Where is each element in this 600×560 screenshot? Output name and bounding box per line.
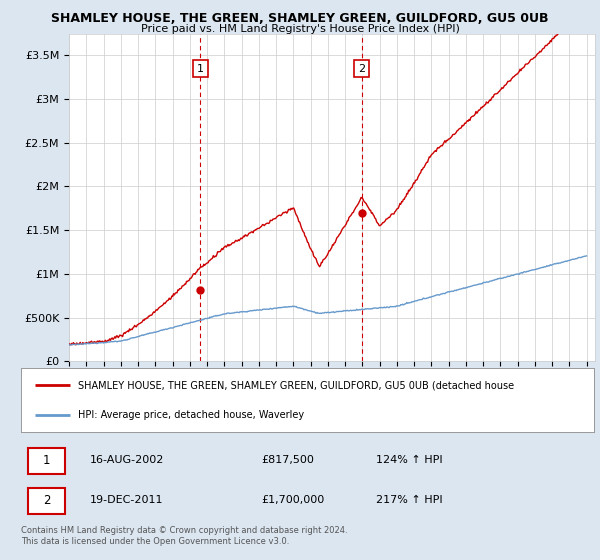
Text: 16-AUG-2002: 16-AUG-2002 [90,455,164,465]
Text: Price paid vs. HM Land Registry's House Price Index (HPI): Price paid vs. HM Land Registry's House … [140,24,460,34]
Text: 2: 2 [43,494,50,507]
FancyBboxPatch shape [28,448,65,474]
Text: 124% ↑ HPI: 124% ↑ HPI [376,455,443,465]
Text: HPI: Average price, detached house, Waverley: HPI: Average price, detached house, Wave… [79,410,304,420]
Text: 2: 2 [358,63,365,73]
Text: 217% ↑ HPI: 217% ↑ HPI [376,495,443,505]
Text: 19-DEC-2011: 19-DEC-2011 [90,495,163,505]
Text: Contains HM Land Registry data © Crown copyright and database right 2024.
This d: Contains HM Land Registry data © Crown c… [21,526,347,546]
Text: £817,500: £817,500 [262,455,314,465]
Text: SHAMLEY HOUSE, THE GREEN, SHAMLEY GREEN, GUILDFORD, GU5 0UB (detached house: SHAMLEY HOUSE, THE GREEN, SHAMLEY GREEN,… [79,380,514,390]
Text: 1: 1 [43,454,50,466]
Text: 1: 1 [197,63,204,73]
Text: £1,700,000: £1,700,000 [262,495,325,505]
Text: SHAMLEY HOUSE, THE GREEN, SHAMLEY GREEN, GUILDFORD, GU5 0UB: SHAMLEY HOUSE, THE GREEN, SHAMLEY GREEN,… [51,12,549,25]
FancyBboxPatch shape [28,488,65,514]
